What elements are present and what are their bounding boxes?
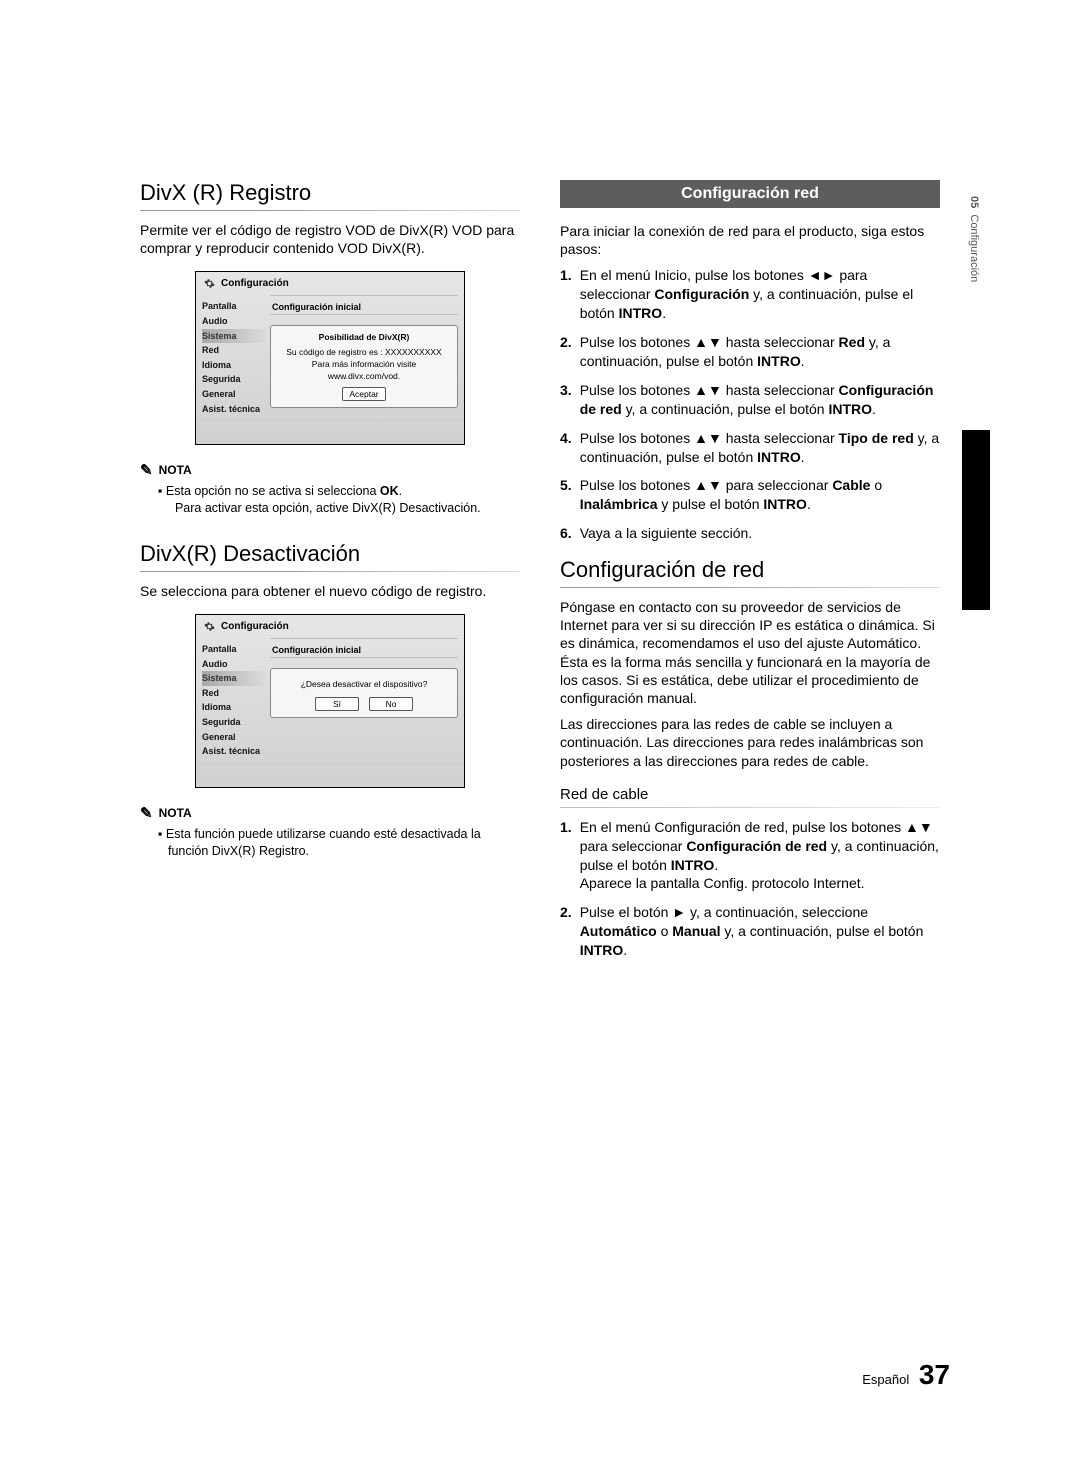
step-item: 4.Pulse los botones ▲▼ hasta seleccionar…: [560, 429, 940, 467]
step-number: 1.: [560, 266, 572, 323]
step-number: 3.: [560, 381, 572, 419]
divider: [140, 571, 520, 572]
tv-menu-item: Red: [202, 686, 268, 701]
note-body: ▪ Esta función puede utilizarse cuando e…: [140, 826, 520, 860]
gear-icon: [204, 278, 215, 289]
section-text: Se selecciona para obtener el nuevo códi…: [140, 582, 520, 600]
section-title-3: Configuración de red: [560, 557, 940, 583]
tv-panel-1: Configuración PantallaAudioSistemaRedIdi…: [195, 271, 465, 445]
step-text: Vaya a la siguiente sección.: [580, 524, 940, 543]
modal-line: Su código de registro es : XXXXXXXXXX: [275, 347, 453, 359]
tv-modal-2: ¿Desea desactivar el dispositivo? Sí No: [270, 668, 458, 718]
side-tab-num: 05: [968, 196, 980, 208]
step-item: 2.Pulse el botón ► y, a continuación, se…: [560, 903, 940, 960]
accept-button[interactable]: Aceptar: [342, 387, 386, 401]
divider: [560, 587, 940, 588]
section-text: Permite ver el código de registro VOD de…: [140, 221, 520, 257]
tv-menu-item: Idioma: [202, 358, 268, 373]
tv-menu-item: Audio: [202, 657, 268, 672]
step-number: 6.: [560, 524, 572, 543]
para: Póngase en contacto con su proveedor de …: [560, 598, 940, 707]
step-item: 6. Vaya a la siguiente sección.: [560, 524, 940, 543]
step-number: 2.: [560, 903, 572, 960]
modal-title: Posibilidad de DivX(R): [275, 332, 453, 344]
section-title-1: DivX (R) Registro: [140, 180, 520, 206]
step-text: En el menú Inicio, pulse los botones ◄► …: [580, 266, 940, 323]
note-label: NOTA: [159, 463, 192, 477]
gear-icon: [204, 621, 215, 632]
step-number: 2.: [560, 333, 572, 371]
note-body: ▪ Esta opción no se activa si selecciona…: [140, 483, 520, 517]
tv-menu-item: General: [202, 730, 268, 745]
tv-menu-item: Segurida: [202, 715, 268, 730]
no-button[interactable]: No: [369, 697, 413, 711]
tv-header-label: Configuración: [221, 621, 289, 632]
subheading: Red de cable: [560, 786, 940, 803]
tv-menu-item: Pantalla: [202, 642, 268, 657]
tv-menu-item: Asist. técnica: [202, 402, 268, 417]
tv-menu-item: Segurida: [202, 372, 268, 387]
note-label: NOTA: [159, 806, 192, 820]
section-title-2: DivX(R) Desactivación: [140, 541, 520, 567]
modal-line: Para más información visite www.divx.com…: [275, 359, 453, 383]
note-icon: ✎: [140, 804, 153, 822]
step-number: 1.: [560, 818, 572, 894]
tv-subhead: Configuración inicial: [270, 638, 458, 658]
tv-menu-item: Idioma: [202, 700, 268, 715]
step-number: 4.: [560, 429, 572, 467]
tv-sidebar-2: PantallaAudioSistemaRedIdiomaSeguridaGen…: [196, 638, 268, 763]
step-text: Pulse los botones ▲▼ hasta seleccionar T…: [580, 429, 940, 467]
page-lang: Español: [862, 1372, 909, 1387]
banner-title: Configuración red: [560, 180, 940, 208]
step-text: Pulse los botones ▲▼ hasta seleccionar C…: [580, 381, 940, 419]
yes-button[interactable]: Sí: [315, 697, 359, 711]
side-tab: 05 Configuración: [968, 196, 980, 282]
divider: [140, 210, 520, 211]
tv-menu-item: Sistema: [202, 671, 268, 686]
step-item: 2.Pulse los botones ▲▼ hasta seleccionar…: [560, 333, 940, 371]
step-item: 1.En el menú Configuración de red, pulse…: [560, 818, 940, 894]
note-header: ✎ NOTA: [140, 461, 520, 479]
step-text: En el menú Configuración de red, pulse l…: [580, 818, 940, 894]
note-header: ✎ NOTA: [140, 804, 520, 822]
side-tab-label: Configuración: [968, 214, 980, 282]
note-icon: ✎: [140, 461, 153, 479]
step-text: Pulse los botones ▲▼ para seleccionar Ca…: [580, 476, 940, 514]
tv-menu-item: Sistema: [202, 329, 268, 344]
tv-modal-1: Posibilidad de DivX(R) Su código de regi…: [270, 325, 458, 408]
tv-menu-item: General: [202, 387, 268, 402]
steps-list-2: 1.En el menú Configuración de red, pulse…: [560, 818, 940, 960]
step-text: Pulse el botón ► y, a continuación, sele…: [580, 903, 940, 960]
tv-panel-2: Configuración PantallaAudioSistemaRedIdi…: [195, 614, 465, 788]
step-item: 5.Pulse los botones ▲▼ para seleccionar …: [560, 476, 940, 514]
tv-sidebar-1: PantallaAudioSistemaRedIdiomaSeguridaGen…: [196, 295, 268, 420]
page-number: 37: [919, 1359, 950, 1390]
intro-text: Para iniciar la conexión de red para el …: [560, 222, 940, 258]
side-black-bar: [962, 430, 990, 610]
tv-menu-item: Pantalla: [202, 299, 268, 314]
step-number: 5.: [560, 476, 572, 514]
step-item: 3.Pulse los botones ▲▼ hasta seleccionar…: [560, 381, 940, 419]
step-item: 1.En el menú Inicio, pulse los botones ◄…: [560, 266, 940, 323]
tv-header-label: Configuración: [221, 278, 289, 289]
divider: [560, 807, 940, 808]
para: Las direcciones para las redes de cable …: [560, 715, 940, 770]
tv-subhead: Configuración inicial: [270, 295, 458, 315]
tv-menu-item: Red: [202, 343, 268, 358]
modal-question: ¿Desea desactivar el dispositivo?: [275, 679, 453, 691]
steps-list-1: 1.En el menú Inicio, pulse los botones ◄…: [560, 266, 940, 543]
tv-menu-item: Asist. técnica: [202, 744, 268, 759]
tv-footer: [196, 420, 464, 444]
page-footer: Español 37: [862, 1359, 950, 1391]
step-text: Pulse los botones ▲▼ hasta seleccionar R…: [580, 333, 940, 371]
tv-menu-item: Audio: [202, 314, 268, 329]
tv-footer: [196, 763, 464, 787]
